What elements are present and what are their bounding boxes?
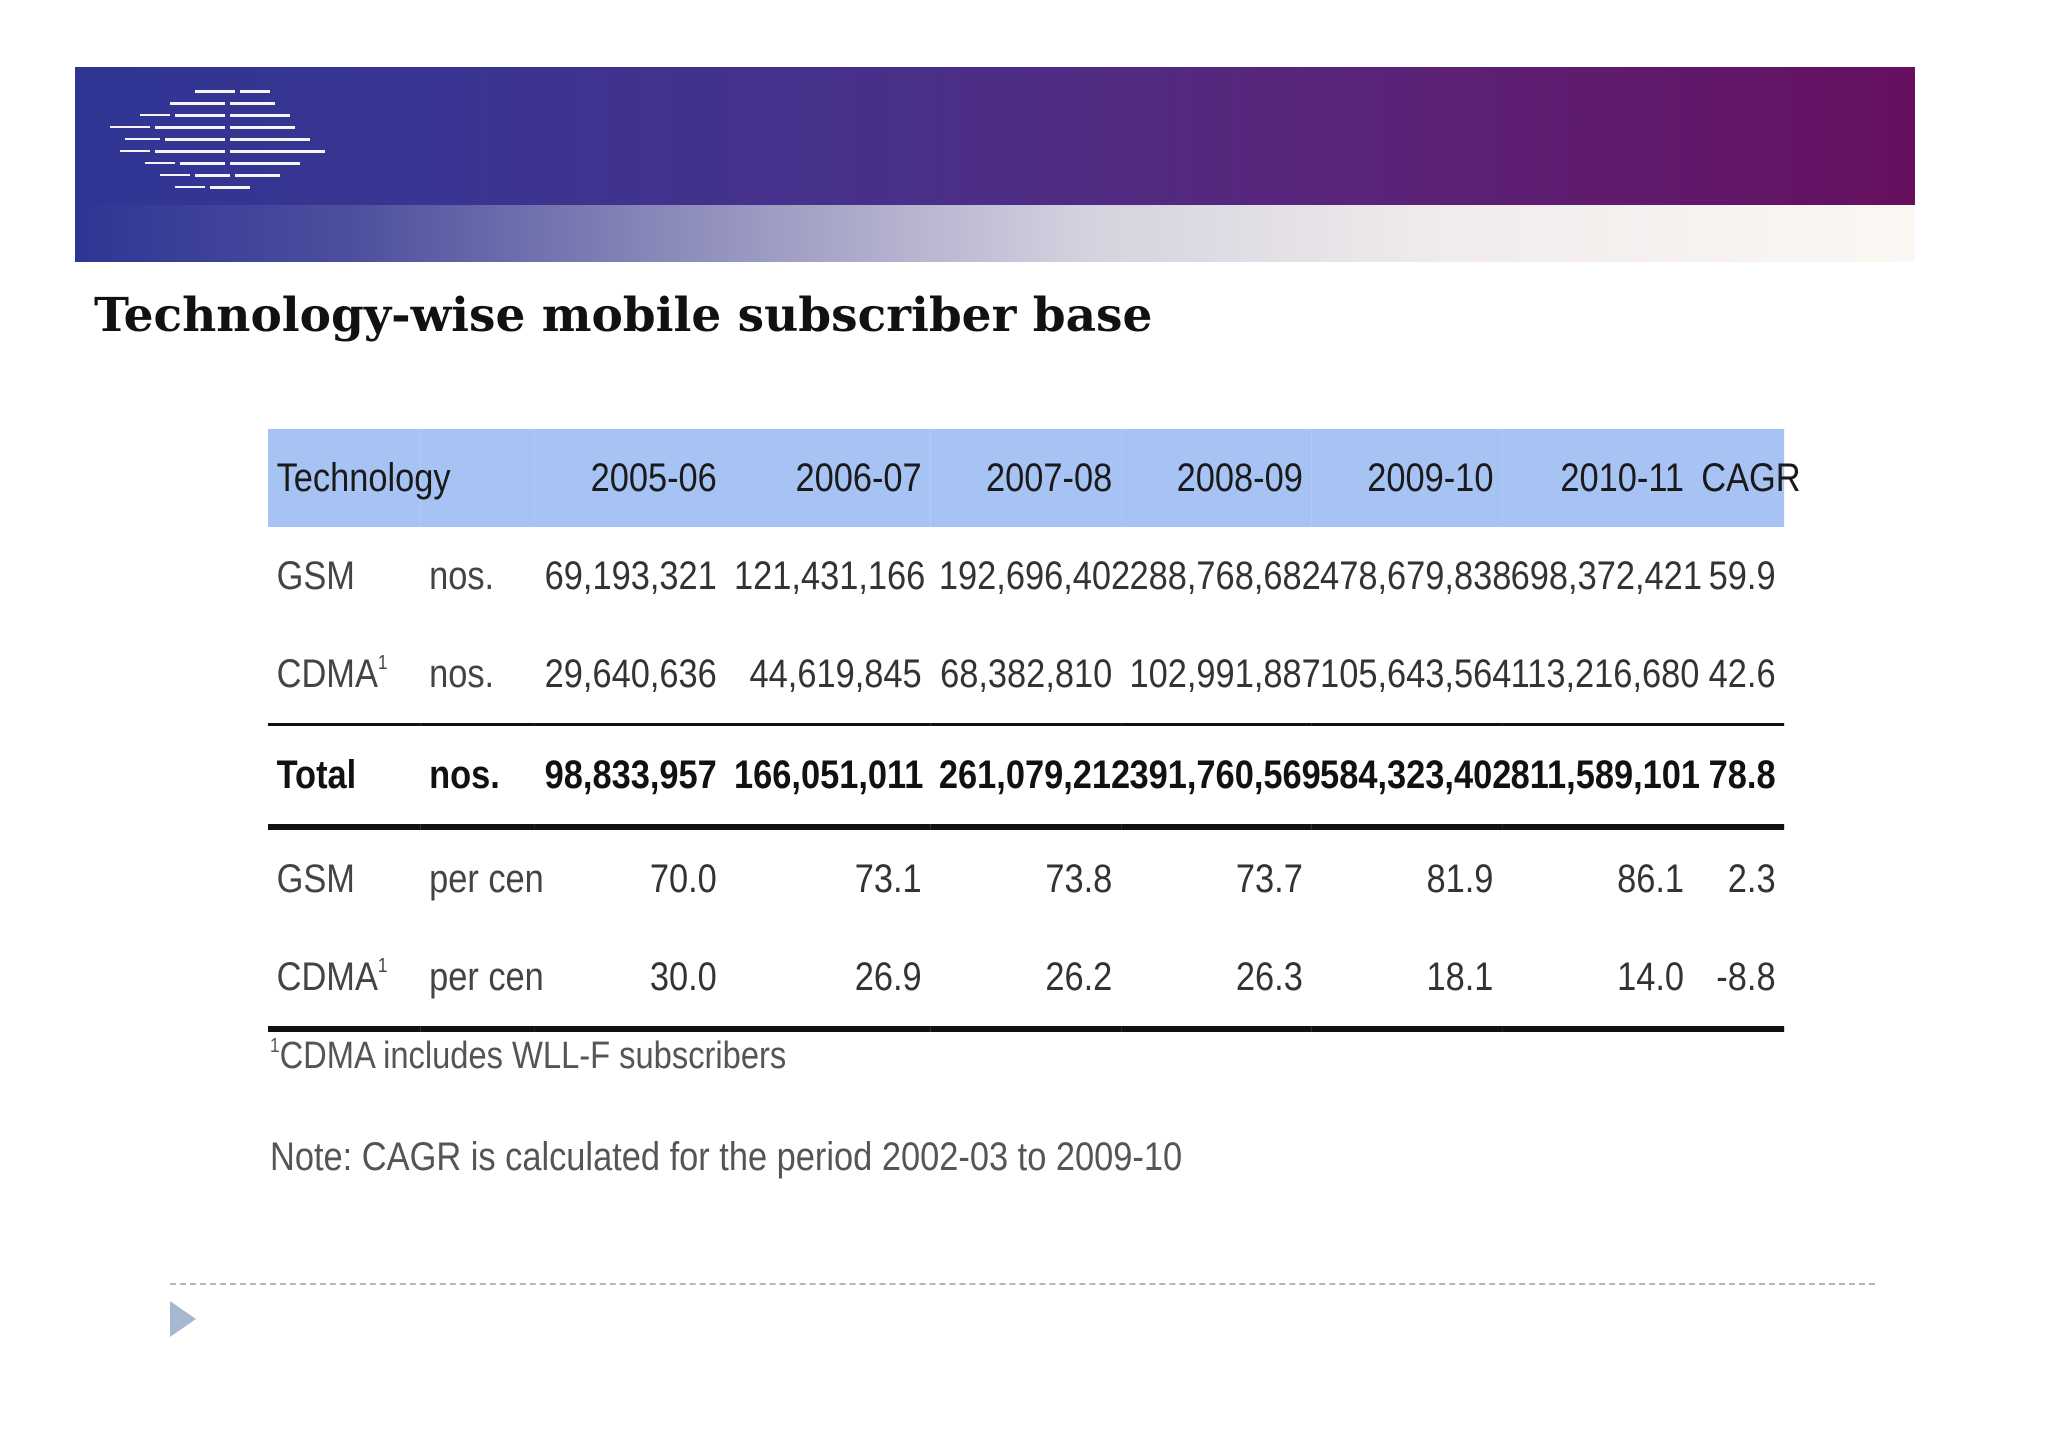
cagr-cell: 2.3 <box>1727 856 1776 901</box>
value-cell: 192,696,402 <box>938 553 1131 598</box>
value-cell: 14.0 <box>1502 928 1693 1032</box>
value-cell: 121,431,166 <box>734 553 926 598</box>
page-title: Technology-wise mobile subscriber base <box>94 288 1153 343</box>
value-cell: 698,372,421 <box>1510 553 1702 598</box>
value-cell: 69,193,321 <box>544 553 717 598</box>
cagr-note: Note: CAGR is calculated for the period … <box>270 1135 1183 1179</box>
value-cell: 70.0 <box>649 856 717 901</box>
column-header: 2009-10 <box>1367 455 1494 500</box>
value-cell: 26.3 <box>1120 928 1312 1032</box>
table-row: GSM per cen 70.0 73.1 73.8 73.7 81.9 86.… <box>268 827 1784 928</box>
table-row: GSM nos. 69,193,321 121,431,166 192,696,… <box>268 527 1784 625</box>
value-cell: 73.8 <box>1045 856 1113 901</box>
header-banner-fade <box>75 205 1915 262</box>
technology-cell: Total <box>268 723 421 830</box>
table-row: CDMA1 per cen 30.0 26.9 26.2 26.3 18.1 1… <box>268 928 1785 1032</box>
technology-cell: GSM <box>276 856 355 901</box>
value-cell: 113,216,680 <box>1510 651 1700 696</box>
value-cell: 102,991,887 <box>1129 651 1321 696</box>
triangle-bullet-icon <box>170 1301 196 1337</box>
value-cell: 86.1 <box>1617 856 1685 901</box>
value-cell: 288,768,682 <box>1129 553 1321 598</box>
header-banner <box>75 67 1915 205</box>
footnote-marker: 1 <box>270 1035 280 1057</box>
striped-lines-logo-icon <box>110 90 325 189</box>
value-cell: 81.9 <box>1426 856 1494 901</box>
cagr-cell: 59.9 <box>1708 553 1776 598</box>
column-header: 2007-08 <box>986 455 1113 500</box>
value-cell: 584,323,402 <box>1311 723 1511 830</box>
table-footnote: 1CDMA includes WLL-F subscribers <box>270 1035 786 1078</box>
value-cell: 98,833,957 <box>534 723 726 830</box>
value-cell: 166,051,011 <box>725 723 931 830</box>
value-cell: 478,679,838 <box>1320 553 1512 598</box>
value-cell: 44,619,845 <box>749 651 922 696</box>
value-cell: 68,382,810 <box>940 651 1113 696</box>
footnote-text: CDMA includes WLL-F subscribers <box>279 1035 787 1077</box>
unit-cell: nos. <box>429 553 495 598</box>
column-header: 2010-11 <box>1560 455 1685 500</box>
subscriber-table: Technology 2005-06 2006-07 2007-08 2008-… <box>268 429 1801 1032</box>
column-header: 2006-07 <box>795 455 922 500</box>
value-cell: 30.0 <box>534 928 726 1032</box>
cagr-cell: 78.8 <box>1692 723 1785 830</box>
value-cell: 391,760,569 <box>1120 723 1321 830</box>
cagr-cell: -8.8 <box>1692 928 1785 1032</box>
unit-cell: per cen <box>429 856 544 901</box>
column-header: CAGR <box>1701 455 1801 500</box>
column-header: 2005-06 <box>590 455 717 500</box>
value-cell: 261,079,212 <box>930 723 1130 830</box>
technology-cell: GSM <box>276 553 355 598</box>
table-header-row: Technology 2005-06 2006-07 2007-08 2008-… <box>268 429 1801 527</box>
unit-cell: nos. <box>420 723 535 830</box>
value-cell: 73.1 <box>854 856 922 901</box>
cagr-cell: 42.6 <box>1708 651 1776 696</box>
column-header: Technology <box>276 455 451 500</box>
value-cell: 18.1 <box>1311 928 1503 1032</box>
technology-cell: CDMA1 <box>276 651 388 696</box>
value-cell: 73.7 <box>1235 856 1303 901</box>
unit-cell: per cen <box>420 928 544 1032</box>
unit-cell: nos. <box>429 651 495 696</box>
value-cell: 26.9 <box>725 928 931 1032</box>
dashed-divider <box>170 1283 1875 1285</box>
value-cell: 29,640,636 <box>544 651 717 696</box>
column-header: 2008-09 <box>1176 455 1303 500</box>
table-row-total: Total nos. 98,833,957 166,051,011 261,07… <box>268 723 1785 830</box>
table-row: CDMA1 nos. 29,640,636 44,619,845 68,382,… <box>268 625 1784 725</box>
technology-cell: CDMA1 <box>268 928 421 1032</box>
value-cell: 105,643,564 <box>1320 651 1512 696</box>
value-cell: 811,589,101 <box>1502 723 1700 830</box>
subscriber-table-container: Technology 2005-06 2006-07 2007-08 2008-… <box>268 429 1801 1032</box>
value-cell: 26.2 <box>930 928 1121 1032</box>
